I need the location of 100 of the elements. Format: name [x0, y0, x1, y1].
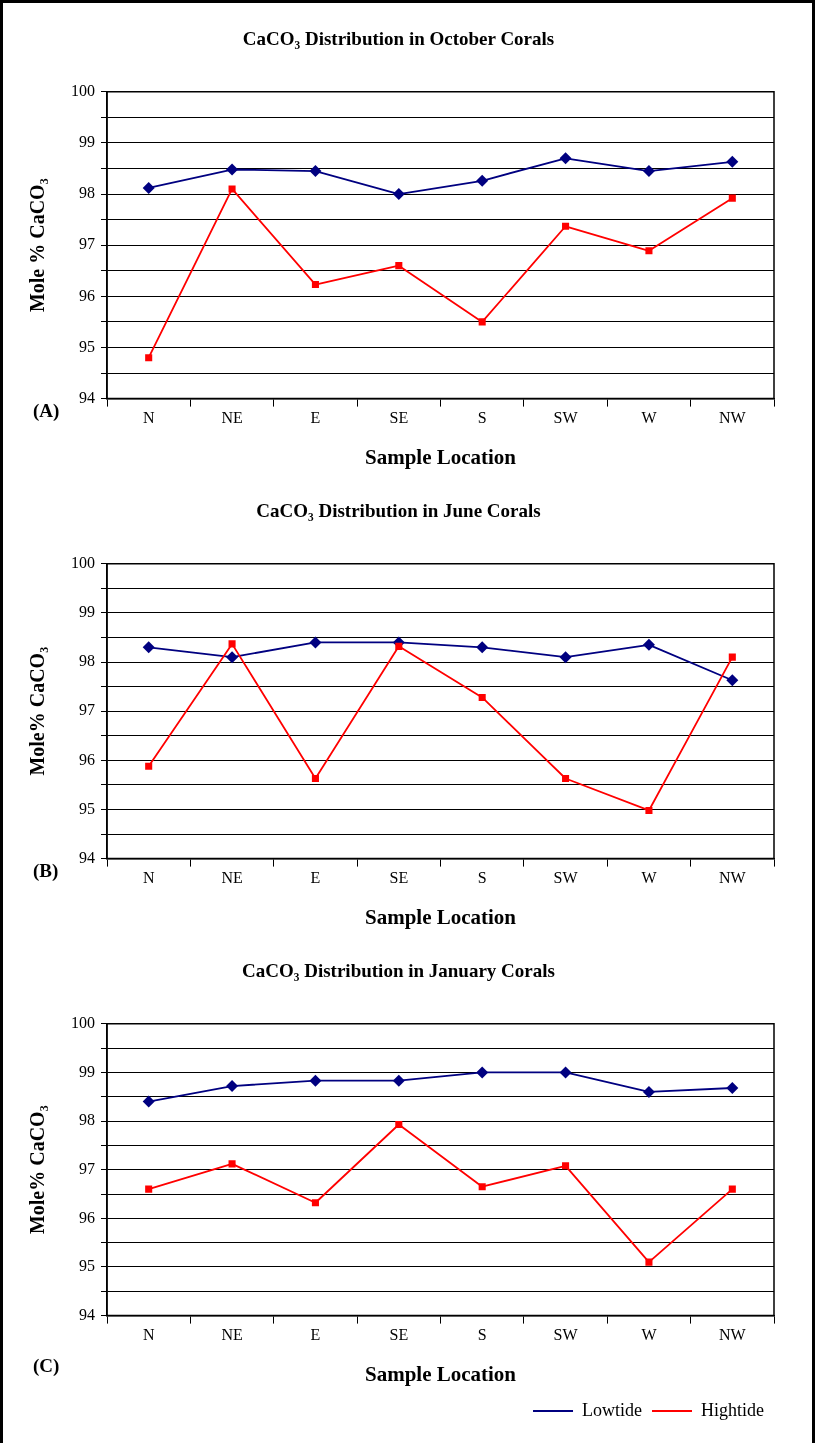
x-axis-title: Sample Location	[364, 1361, 517, 1386]
text: (C)	[33, 1355, 60, 1377]
y-tick-label: 100	[71, 1014, 95, 1031]
x-tick-label: SE	[389, 1326, 409, 1344]
point	[642, 1085, 655, 1098]
point	[309, 1074, 322, 1087]
y-axis-title: Mole% CaCO₃	[26, 646, 49, 776]
point	[726, 1082, 739, 1094]
point	[311, 774, 319, 783]
y-tick-label: 96	[79, 1208, 95, 1226]
x-tick-label: E	[310, 409, 321, 427]
point	[478, 1183, 486, 1191]
point	[642, 638, 655, 651]
y-axis-title: Mole% CaCO₃	[26, 1105, 49, 1235]
x-tick-label: N	[142, 869, 155, 887]
point	[645, 247, 653, 255]
point	[145, 354, 153, 362]
text: (B)	[33, 860, 59, 882]
point	[559, 1066, 572, 1079]
y-tick-label: 98	[79, 184, 95, 202]
y-tick-label: 99	[79, 603, 95, 621]
y-tick-label: 94	[79, 1305, 95, 1323]
point	[642, 165, 655, 178]
point	[478, 318, 486, 326]
x-tick-label: NE	[221, 869, 243, 887]
point	[142, 641, 155, 654]
y-tick-label: 100	[71, 554, 95, 571]
point	[395, 1120, 403, 1129]
legend-label: Lowtide	[582, 1399, 643, 1420]
point	[476, 1066, 489, 1079]
y-tick-label: 95	[79, 799, 95, 817]
point	[226, 1080, 239, 1093]
y-tick-label: 97	[79, 235, 95, 253]
x-tick-label: W	[641, 1326, 658, 1344]
point	[562, 1162, 570, 1170]
point	[228, 1160, 236, 1168]
x-tick-label: NW	[718, 1326, 747, 1344]
point	[309, 165, 322, 178]
x-axis-title: Sample Location	[364, 444, 517, 469]
y-axis-title: Mole % CaCO₃	[26, 178, 49, 313]
y-tick-label: 99	[79, 133, 95, 151]
chart-title: CaCO₃ Distribution in January Corals	[242, 960, 555, 982]
point	[645, 1258, 653, 1266]
point	[726, 155, 739, 168]
chart-title: CaCO₃ Distribution in June Corals	[256, 500, 541, 522]
point	[562, 774, 570, 783]
y-tick-label: 99	[79, 1062, 95, 1080]
x-tick-label: N	[142, 1326, 155, 1344]
point	[392, 188, 405, 201]
y-tick-label: 96	[79, 750, 95, 768]
x-tick-label: SE	[389, 409, 409, 427]
point	[392, 1074, 405, 1087]
point	[311, 281, 319, 289]
x-tick-label: W	[641, 869, 658, 887]
point	[562, 222, 570, 230]
point	[226, 651, 239, 664]
x-tick-label: SW	[553, 409, 579, 427]
x-tick-label: E	[310, 869, 321, 887]
point	[476, 174, 489, 187]
x-tick-label: S	[477, 1326, 487, 1344]
y-tick-label: 97	[79, 1159, 95, 1177]
y-tick-label: 97	[79, 701, 95, 719]
y-tick-label: 100	[71, 82, 95, 99]
point	[145, 762, 153, 770]
x-tick-label: E	[310, 1326, 321, 1344]
y-tick-label: 95	[79, 1257, 95, 1275]
point	[726, 674, 739, 687]
x-tick-label: N	[142, 409, 155, 427]
x-axis-title: Sample Location	[364, 904, 517, 929]
point	[728, 653, 736, 661]
x-tick-label: NE	[221, 1326, 243, 1344]
x-tick-label: S	[477, 869, 487, 887]
point	[142, 181, 155, 194]
y-tick-label: 94	[79, 388, 95, 406]
point	[728, 194, 736, 202]
x-tick-label: SE	[389, 869, 409, 887]
x-tick-label: W	[641, 409, 658, 427]
chart-title: CaCO₃ Distribution in October Corals	[242, 28, 555, 50]
legend-label: Hightide	[701, 1399, 765, 1420]
point	[559, 651, 572, 664]
point	[645, 806, 653, 814]
point	[395, 642, 403, 650]
point	[478, 693, 486, 701]
point	[728, 1185, 736, 1193]
x-tick-label: SW	[553, 1326, 579, 1344]
x-tick-label: S	[477, 409, 487, 427]
y-tick-label: 96	[79, 286, 95, 304]
y-tick-label: 98	[79, 652, 95, 670]
x-tick-label: NW	[718, 409, 747, 427]
point	[309, 636, 322, 649]
point	[226, 163, 239, 176]
point	[476, 641, 489, 654]
y-tick-label: 95	[79, 337, 95, 355]
point	[311, 1199, 319, 1207]
text: (A)	[33, 400, 60, 422]
y-tick-label: 94	[79, 848, 95, 866]
point	[395, 262, 403, 270]
x-tick-label: NW	[718, 869, 747, 887]
point	[559, 152, 572, 165]
x-tick-label: SW	[553, 869, 579, 887]
